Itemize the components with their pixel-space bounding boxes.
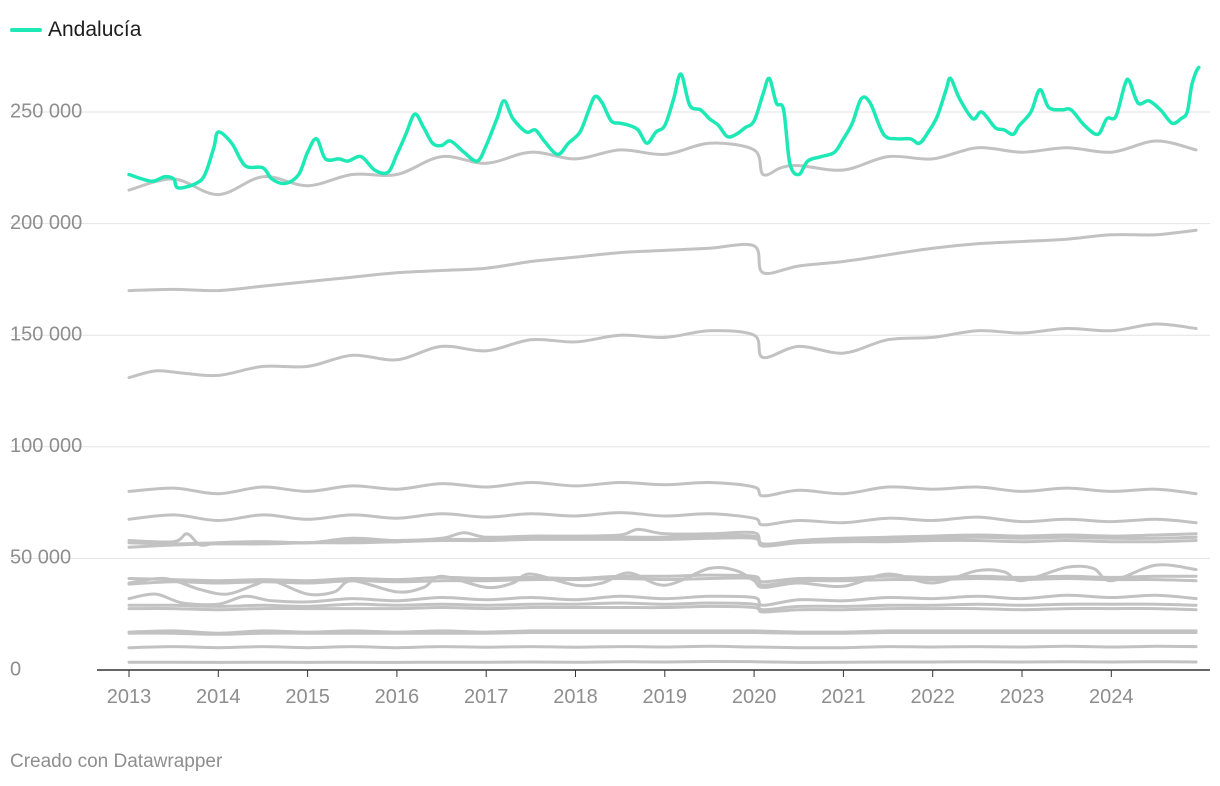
legend-label-andalucia: Andalucía xyxy=(48,18,142,41)
x-tick-label: 2015 xyxy=(285,686,330,708)
y-axis-ticks: 0 50 000 100 000 150 000 200 000 250 000 xyxy=(10,100,82,680)
series-line-18 xyxy=(127,660,1198,664)
x-tick-label: 2017 xyxy=(464,686,509,708)
x-tick-label: 2020 xyxy=(732,686,777,708)
y-tick-label: 50 000 xyxy=(10,547,71,569)
legend-swatch-andalucia xyxy=(10,28,42,32)
background-series-group xyxy=(127,139,1198,664)
series-line-14 xyxy=(127,604,1198,614)
x-tick-label: 2024 xyxy=(1089,686,1134,708)
x-tick-label: 2023 xyxy=(1000,686,1045,708)
series-line-13 xyxy=(127,601,1198,612)
x-tick-label: 2018 xyxy=(553,686,598,708)
x-tick-label: 2021 xyxy=(821,686,866,708)
legend: Andalucía xyxy=(10,17,141,43)
x-tick-label: 2013 xyxy=(107,686,152,708)
series-line-17 xyxy=(127,644,1198,650)
x-axis-ticks: 2013 2014 2015 2016 2017 2018 2019 2020 2021 2022… xyxy=(107,670,1134,708)
series-line-12 xyxy=(127,592,1198,607)
series-line-2 xyxy=(127,228,1198,293)
series-line-1 xyxy=(127,139,1198,197)
series-line-8 xyxy=(127,536,1198,549)
x-tick-label: 2014 xyxy=(196,686,241,708)
series-line-9 xyxy=(127,563,1198,597)
x-tick-label: 2016 xyxy=(375,686,420,708)
y-tick-label: 250 000 xyxy=(10,100,82,122)
series-line-3 xyxy=(127,322,1198,380)
highlight-series-group xyxy=(127,65,1201,190)
y-tick-label: 150 000 xyxy=(10,323,82,345)
series-line-16 xyxy=(127,630,1198,636)
series-line-4 xyxy=(127,480,1198,498)
y-tick-label: 200 000 xyxy=(10,212,82,234)
y-tick-label: 100 000 xyxy=(10,435,82,457)
x-tick-label: 2022 xyxy=(910,686,955,708)
series-line-andalucia xyxy=(127,65,1201,190)
series-line-5 xyxy=(127,511,1198,527)
series-line-11 xyxy=(127,576,1198,587)
series-line-10 xyxy=(127,573,1198,584)
x-tick-label: 2019 xyxy=(643,686,688,708)
y-tick-label: 0 xyxy=(10,658,21,680)
footer-credit: Creado con Datawrapper xyxy=(10,751,223,772)
